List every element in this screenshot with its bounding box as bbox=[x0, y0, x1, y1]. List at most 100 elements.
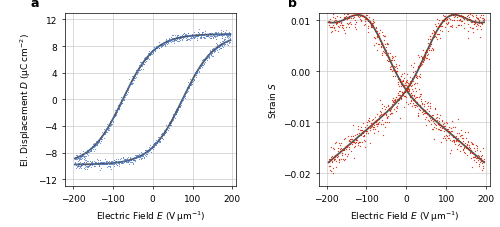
Point bbox=[176, 105, 184, 109]
Point bbox=[409, 102, 417, 105]
Point bbox=[349, 17, 357, 20]
Point bbox=[375, 35, 383, 39]
Point bbox=[411, 69, 419, 73]
Point bbox=[398, 91, 406, 94]
Point bbox=[400, 84, 408, 87]
Point bbox=[390, 66, 398, 70]
Point bbox=[118, 161, 126, 165]
Point bbox=[328, 159, 336, 163]
Point bbox=[359, 15, 367, 19]
Point bbox=[107, 123, 115, 127]
Point bbox=[104, 160, 112, 164]
Point bbox=[466, 26, 474, 29]
Point bbox=[418, 64, 426, 68]
Point bbox=[358, 130, 366, 133]
Point bbox=[100, 160, 108, 164]
Point bbox=[77, 166, 85, 170]
Point bbox=[430, 36, 438, 39]
Point bbox=[218, 47, 226, 50]
Point bbox=[476, 149, 484, 153]
Point bbox=[382, 49, 390, 53]
Point bbox=[459, 147, 467, 151]
Point bbox=[95, 141, 103, 144]
Point bbox=[159, 133, 167, 137]
Point bbox=[170, 117, 178, 121]
Point bbox=[360, 12, 368, 15]
Point bbox=[129, 161, 137, 165]
Point bbox=[342, 148, 349, 151]
Point bbox=[179, 36, 187, 39]
Point bbox=[455, 24, 463, 28]
Point bbox=[346, 138, 354, 141]
Point bbox=[339, 148, 347, 152]
Point bbox=[392, 71, 400, 75]
Point bbox=[464, 139, 472, 143]
Point bbox=[224, 44, 232, 47]
Point bbox=[136, 66, 143, 69]
Point bbox=[194, 70, 202, 74]
Point bbox=[212, 32, 220, 36]
Point bbox=[365, 120, 373, 124]
Point bbox=[472, 156, 480, 159]
Point bbox=[401, 91, 409, 94]
Point bbox=[474, 149, 482, 152]
Point bbox=[386, 121, 394, 124]
Point bbox=[369, 117, 377, 121]
Point bbox=[153, 45, 161, 49]
Point bbox=[156, 138, 164, 141]
Point bbox=[179, 96, 187, 100]
Point bbox=[214, 33, 222, 36]
Point bbox=[73, 164, 81, 168]
Point bbox=[112, 160, 120, 164]
Point bbox=[144, 150, 152, 153]
Point bbox=[422, 112, 430, 115]
Point bbox=[331, 142, 339, 146]
Point bbox=[195, 28, 203, 32]
Point bbox=[204, 54, 212, 58]
Point bbox=[194, 33, 202, 37]
Point bbox=[396, 81, 404, 84]
Point bbox=[92, 162, 100, 166]
Point bbox=[194, 32, 202, 35]
Point bbox=[374, 43, 382, 47]
Point bbox=[84, 164, 92, 168]
Point bbox=[204, 34, 212, 37]
Point bbox=[349, 14, 357, 17]
Point bbox=[96, 140, 104, 143]
Point bbox=[84, 165, 92, 168]
Point bbox=[355, 141, 363, 144]
Point bbox=[217, 34, 225, 38]
Point bbox=[188, 37, 196, 40]
Point bbox=[82, 152, 90, 156]
Point bbox=[354, 8, 362, 12]
Point bbox=[136, 64, 143, 67]
Point bbox=[348, 138, 356, 141]
Point bbox=[128, 75, 136, 79]
Point bbox=[466, 18, 474, 22]
Point bbox=[138, 156, 146, 160]
Point bbox=[360, 23, 368, 27]
Point bbox=[449, 2, 457, 5]
Point bbox=[444, 18, 452, 22]
Point bbox=[352, 26, 360, 30]
Point bbox=[470, 23, 478, 26]
Point bbox=[188, 37, 196, 40]
Point bbox=[204, 53, 212, 57]
Point bbox=[460, 17, 468, 20]
Point bbox=[116, 157, 124, 161]
Point bbox=[162, 41, 170, 45]
Point bbox=[458, 12, 466, 16]
Point bbox=[80, 158, 88, 162]
Point bbox=[140, 57, 148, 61]
Point bbox=[195, 71, 203, 74]
Point bbox=[119, 161, 127, 165]
Point bbox=[338, 157, 346, 161]
Point bbox=[408, 66, 416, 69]
Point bbox=[74, 163, 82, 167]
Point bbox=[174, 40, 182, 44]
Point bbox=[394, 83, 402, 87]
Point bbox=[98, 134, 106, 138]
Point bbox=[149, 143, 157, 147]
Point bbox=[180, 94, 188, 98]
Point bbox=[464, 148, 471, 152]
